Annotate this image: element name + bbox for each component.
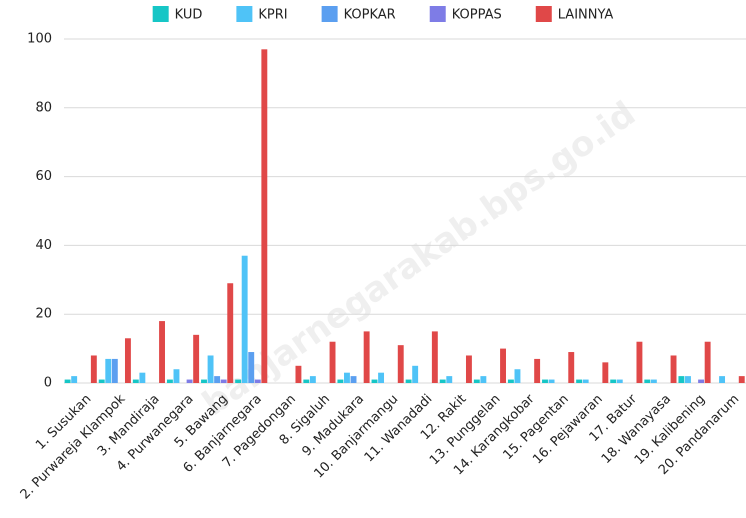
bar	[207, 355, 214, 383]
bar	[719, 376, 726, 383]
bar	[636, 341, 643, 383]
y-tick-label: 80	[35, 100, 52, 115]
bar	[576, 379, 583, 383]
bar	[173, 369, 180, 383]
bar	[329, 341, 336, 383]
bar	[568, 352, 575, 383]
legend-label: LAINNYA	[558, 8, 614, 23]
y-tick-label: 60	[35, 169, 52, 184]
bar	[678, 376, 685, 383]
bar	[71, 376, 78, 383]
bar	[548, 379, 555, 383]
legend-label: KPRI	[258, 8, 287, 23]
y-tick-label: 0	[44, 376, 52, 391]
bar	[738, 376, 745, 383]
legend-swatch	[236, 6, 253, 22]
bar	[431, 331, 438, 383]
y-tick-label: 20	[35, 307, 52, 322]
bar	[64, 379, 71, 383]
legend-label: KOPKAR	[344, 8, 396, 23]
legend-swatch	[321, 6, 338, 22]
bar	[542, 379, 548, 383]
y-tick-label: 40	[35, 238, 52, 253]
bar	[363, 331, 370, 383]
bar	[534, 358, 541, 383]
bar	[214, 376, 221, 383]
bar	[337, 379, 344, 383]
legend-label: KOPPAS	[452, 8, 502, 23]
legend-swatch	[535, 6, 552, 22]
bar	[350, 376, 357, 383]
bar	[582, 379, 589, 383]
legend-swatch	[152, 6, 169, 22]
bar	[344, 372, 350, 383]
bar	[254, 379, 261, 383]
bar	[670, 355, 677, 383]
bar	[90, 355, 97, 383]
bar	[235, 379, 242, 383]
bar	[685, 376, 691, 383]
bar	[650, 379, 657, 383]
bar	[220, 379, 227, 383]
bar	[602, 362, 609, 383]
bar	[295, 365, 302, 383]
bar	[105, 358, 112, 383]
bar	[704, 341, 711, 383]
bar	[446, 376, 453, 383]
bar	[514, 369, 521, 383]
legend-label: KUD	[175, 8, 203, 23]
bar	[227, 283, 234, 383]
bar	[480, 376, 487, 383]
bar	[132, 379, 139, 383]
bar	[248, 352, 255, 383]
legend-swatch	[429, 6, 446, 22]
bar	[644, 379, 651, 383]
bar	[412, 365, 419, 383]
bar	[303, 379, 310, 383]
bar	[397, 345, 404, 383]
bar	[111, 358, 118, 383]
bar	[378, 372, 385, 383]
y-tick-label: 100	[27, 32, 52, 47]
bar	[166, 379, 173, 383]
bar	[500, 348, 506, 383]
bar	[465, 355, 472, 383]
bar	[439, 379, 446, 383]
bar	[241, 255, 248, 383]
bar	[309, 376, 316, 383]
bar	[698, 379, 705, 383]
bar	[616, 379, 623, 383]
bar	[201, 379, 207, 383]
bar	[193, 334, 200, 383]
bar	[261, 49, 268, 383]
bar	[98, 379, 105, 383]
bar	[186, 379, 193, 383]
bar	[371, 379, 378, 383]
bar	[124, 338, 131, 383]
bar	[159, 321, 165, 383]
bar	[405, 379, 412, 383]
bar	[473, 379, 480, 383]
bar	[610, 379, 617, 383]
bar	[507, 379, 514, 383]
bar	[139, 372, 146, 383]
